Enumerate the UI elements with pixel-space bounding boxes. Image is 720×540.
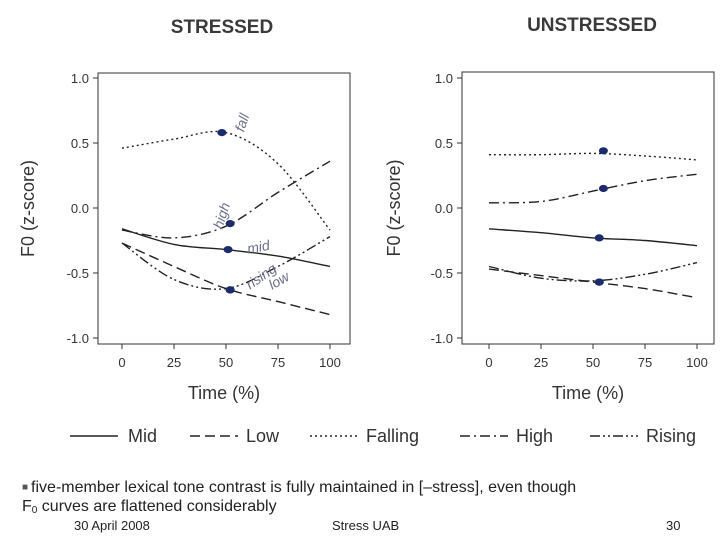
chart-panel-2: UNSTRESSED -1.0 -0.5 0.0 0.5 1.0 0 25 50 75 100 Tim… bbox=[384, 15, 715, 403]
marker-falling bbox=[217, 129, 227, 137]
y-tick-label: 0.0 bbox=[71, 201, 89, 216]
x-tick-label: 50 bbox=[219, 355, 233, 370]
x-tick-label: 75 bbox=[271, 355, 285, 370]
y-tick-label: -0.5 bbox=[67, 266, 89, 281]
y-axis-label: F0 (z-score) bbox=[384, 159, 404, 256]
legend-label-falling: Falling bbox=[366, 426, 419, 446]
x-tick-label: 50 bbox=[586, 355, 600, 370]
handwritten-note-high: high bbox=[210, 200, 233, 230]
y-tick-label: 1.0 bbox=[435, 71, 453, 86]
marker-mid bbox=[223, 246, 233, 254]
bullet-line-2-rest: curves are flattened considerably bbox=[37, 498, 277, 515]
marker-low bbox=[594, 278, 604, 286]
legend: Mid Low Falling High Rising bbox=[70, 426, 696, 446]
footer-date: 30 April 2008 bbox=[74, 518, 150, 533]
chart-panel-1: STRESSED -1.0 -0.5 0.0 0.5 1.0 0 25 50 75 100 Time … bbox=[18, 17, 351, 403]
bullet-point: ■ five-member lexical tone contrast is fu… bbox=[22, 478, 702, 520]
series-line-low bbox=[121, 242, 331, 316]
handwritten-note-fall: fall bbox=[231, 111, 252, 134]
bullet-line-2-prefix: F bbox=[22, 498, 32, 515]
series-line-high bbox=[121, 160, 331, 239]
y-tick-label: 0.5 bbox=[435, 136, 453, 151]
chart-title: UNSTRESSED bbox=[527, 15, 657, 36]
marker-high bbox=[225, 220, 235, 228]
chart-title: STRESSED bbox=[171, 17, 273, 38]
y-tick-label: 0.5 bbox=[71, 136, 89, 151]
x-tick-label: 0 bbox=[485, 355, 492, 370]
series-line-rising bbox=[488, 261, 698, 282]
y-axis-label: F0 (z-score) bbox=[18, 160, 38, 257]
footer-title: Stress UAB bbox=[332, 518, 400, 533]
handwritten-note-mid: mid bbox=[246, 237, 272, 257]
y-tick-label: -1.0 bbox=[431, 331, 453, 346]
x-tick-label: 0 bbox=[118, 355, 125, 370]
footer-page-number: 30 bbox=[666, 518, 681, 533]
plot-frame bbox=[461, 71, 715, 345]
series-line-rising bbox=[121, 235, 331, 290]
y-tick-label: -1.0 bbox=[67, 331, 89, 346]
marker-low bbox=[225, 286, 235, 294]
legend-label-rising: Rising bbox=[646, 426, 696, 446]
x-axis-label: Time (%) bbox=[188, 383, 260, 403]
marker-falling bbox=[598, 147, 608, 155]
y-tick-label: -0.5 bbox=[431, 266, 453, 281]
series-line-low bbox=[488, 268, 698, 299]
x-axis-label: Time (%) bbox=[552, 383, 624, 403]
legend-label-high: High bbox=[516, 426, 553, 446]
y-tick-label: 1.0 bbox=[71, 71, 89, 86]
x-tick-label: 75 bbox=[638, 355, 652, 370]
bullet-line-2-subscript: 0 bbox=[31, 505, 38, 516]
series-line-mid bbox=[488, 228, 698, 247]
series-line-high bbox=[488, 173, 698, 204]
legend-label-mid: Mid bbox=[128, 426, 157, 446]
bullet-line-1: five-member lexical tone contrast is ful… bbox=[31, 479, 577, 496]
x-tick-label: 100 bbox=[686, 355, 708, 370]
marker-mid bbox=[594, 234, 604, 242]
tone-f0-figure: STRESSED -1.0 -0.5 0.0 0.5 1.0 0 25 50 75 100 Time … bbox=[18, 15, 715, 446]
marker-high bbox=[598, 184, 608, 193]
x-tick-label: 25 bbox=[167, 355, 181, 370]
bullet-icon: ■ bbox=[22, 482, 29, 493]
x-tick-label: 100 bbox=[319, 355, 341, 370]
y-tick-label: 0.0 bbox=[435, 201, 453, 216]
legend-label-low: Low bbox=[246, 426, 280, 446]
x-tick-label: 25 bbox=[534, 355, 548, 370]
series-line-falling bbox=[488, 152, 698, 161]
